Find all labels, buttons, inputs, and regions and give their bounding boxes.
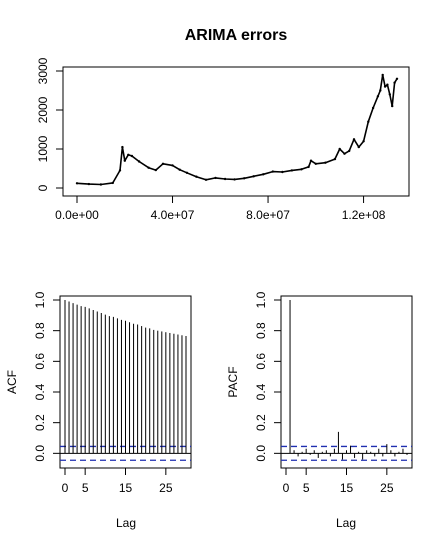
errors-point: [338, 147, 341, 151]
errors-point: [352, 138, 356, 141]
x-tick-label: 0.0e+00: [55, 208, 99, 222]
y-tick-label: 1000: [36, 135, 50, 162]
errors-point: [147, 166, 150, 169]
acf-x-label: Lag: [116, 516, 136, 530]
pacf-y-tick-label: 0.8: [254, 322, 268, 339]
x-tick-label: 4.0e+07: [151, 208, 195, 222]
errors-point: [290, 169, 294, 172]
pacf-y-tick-label: 1.0: [254, 291, 268, 308]
errors-point: [243, 177, 246, 180]
errors-point: [379, 89, 382, 92]
errors-point: [137, 160, 141, 163]
acf-axes: 0 5 15 25 0.0 0.2 0.4 0.6 0.8 1.0: [33, 291, 173, 495]
errors-point: [388, 93, 391, 96]
errors-point: [161, 162, 165, 165]
acf-x-tick-label: 25: [159, 481, 173, 495]
errors-point: [324, 161, 327, 164]
pacf-x-label: Lag: [336, 516, 356, 530]
x-tick-label: 8.0e+07: [246, 208, 290, 222]
pacf-x-tick-label: 5: [303, 481, 310, 495]
pacf-y-tick-label: 0.6: [254, 353, 268, 370]
errors-point: [171, 164, 174, 167]
errors-panel: ARIMA errors 0.0e+00 4.0e+07 8.0e+07 1.2e+0…: [36, 27, 410, 222]
x-tick-label: 1.2e+08: [342, 208, 386, 222]
errors-point: [381, 73, 384, 77]
errors-point: [223, 177, 227, 181]
errors-point: [383, 85, 387, 88]
pacf-y-label: PACF: [226, 366, 240, 397]
y-tick-label: 0: [36, 184, 50, 191]
errors-point: [111, 181, 115, 185]
pacf-axes: 0 5 15 25 0.0 0.2 0.4 0.6 0.8 1.0: [254, 291, 394, 495]
pacf-y-tick-label: 0.0: [254, 445, 268, 462]
errors-point: [343, 152, 346, 155]
errors-point: [185, 171, 189, 174]
errors-point: [127, 153, 130, 156]
acf-panel: 0 5 15 25 0.0 0.2 0.4 0.6 0.8 1.0 Lag ACF: [5, 291, 192, 530]
pacf-bars: [281, 300, 412, 461]
acf-y-tick-label: 1.0: [33, 291, 47, 308]
errors-point: [371, 106, 375, 110]
errors-point: [386, 83, 389, 86]
errors-point: [300, 168, 303, 171]
acf-x-tick-label: 15: [119, 481, 133, 495]
errors-point: [262, 173, 265, 176]
errors-point: [333, 157, 337, 161]
acf-x-tick-label: 0: [62, 481, 69, 495]
errors-point: [204, 178, 208, 181]
errors-line: [76, 74, 398, 186]
errors-point: [121, 145, 124, 149]
errors-point: [281, 170, 284, 174]
errors-plot-frame: [62, 66, 410, 197]
acf-y-label: ACF: [5, 370, 19, 394]
chart-title: ARIMA errors: [185, 27, 288, 44]
errors-point: [376, 95, 380, 98]
errors-point: [314, 162, 317, 165]
errors-point: [307, 165, 310, 169]
errors-point: [123, 159, 127, 162]
pacf-x-tick-label: 25: [380, 481, 394, 495]
errors-point: [367, 120, 370, 123]
pacf-x-tick-label: 15: [340, 481, 354, 495]
errors-point: [130, 154, 134, 158]
errors-point: [154, 168, 157, 172]
errors-point: [118, 169, 122, 172]
pacf-plot-frame: [280, 295, 413, 469]
pacf-x-tick-label: 0: [283, 481, 290, 495]
acf-y-tick-label: 0.8: [33, 322, 47, 339]
errors-point: [348, 149, 351, 153]
acf-y-tick-label: 0.0: [33, 445, 47, 462]
errors-point: [99, 183, 103, 186]
pacf-y-tick-label: 0.2: [254, 414, 268, 431]
errors-point: [391, 104, 394, 108]
acf-x-tick-label: 5: [82, 481, 89, 495]
errors-point: [252, 175, 255, 178]
errors-point: [233, 178, 236, 181]
acf-y-tick-label: 0.2: [33, 414, 47, 431]
acf-bars: [60, 300, 191, 461]
errors-point: [195, 175, 198, 178]
errors-point: [271, 170, 274, 173]
errors-point: [214, 176, 217, 180]
errors-series: [75, 73, 399, 186]
errors-axes: 0.0e+00 4.0e+07 8.0e+07 1.2e+08 0 1000 2000 300…: [36, 57, 386, 222]
errors-point: [357, 145, 360, 149]
errors-point: [75, 182, 79, 185]
errors-point: [362, 140, 365, 143]
errors-point: [309, 159, 313, 162]
errors-point: [87, 182, 91, 186]
acf-y-tick-label: 0.4: [33, 383, 47, 400]
y-tick-label: 2000: [36, 96, 50, 123]
pacf-y-tick-label: 0.4: [254, 383, 268, 400]
errors-point: [393, 81, 396, 84]
y-tick-label: 3000: [36, 57, 50, 84]
errors-point: [178, 168, 181, 171]
pacf-panel: 0 5 15 25 0.0 0.2 0.4 0.6 0.8 1.0 Lag PACF: [226, 291, 413, 530]
acf-y-tick-label: 0.6: [33, 353, 47, 370]
errors-point: [395, 77, 399, 81]
